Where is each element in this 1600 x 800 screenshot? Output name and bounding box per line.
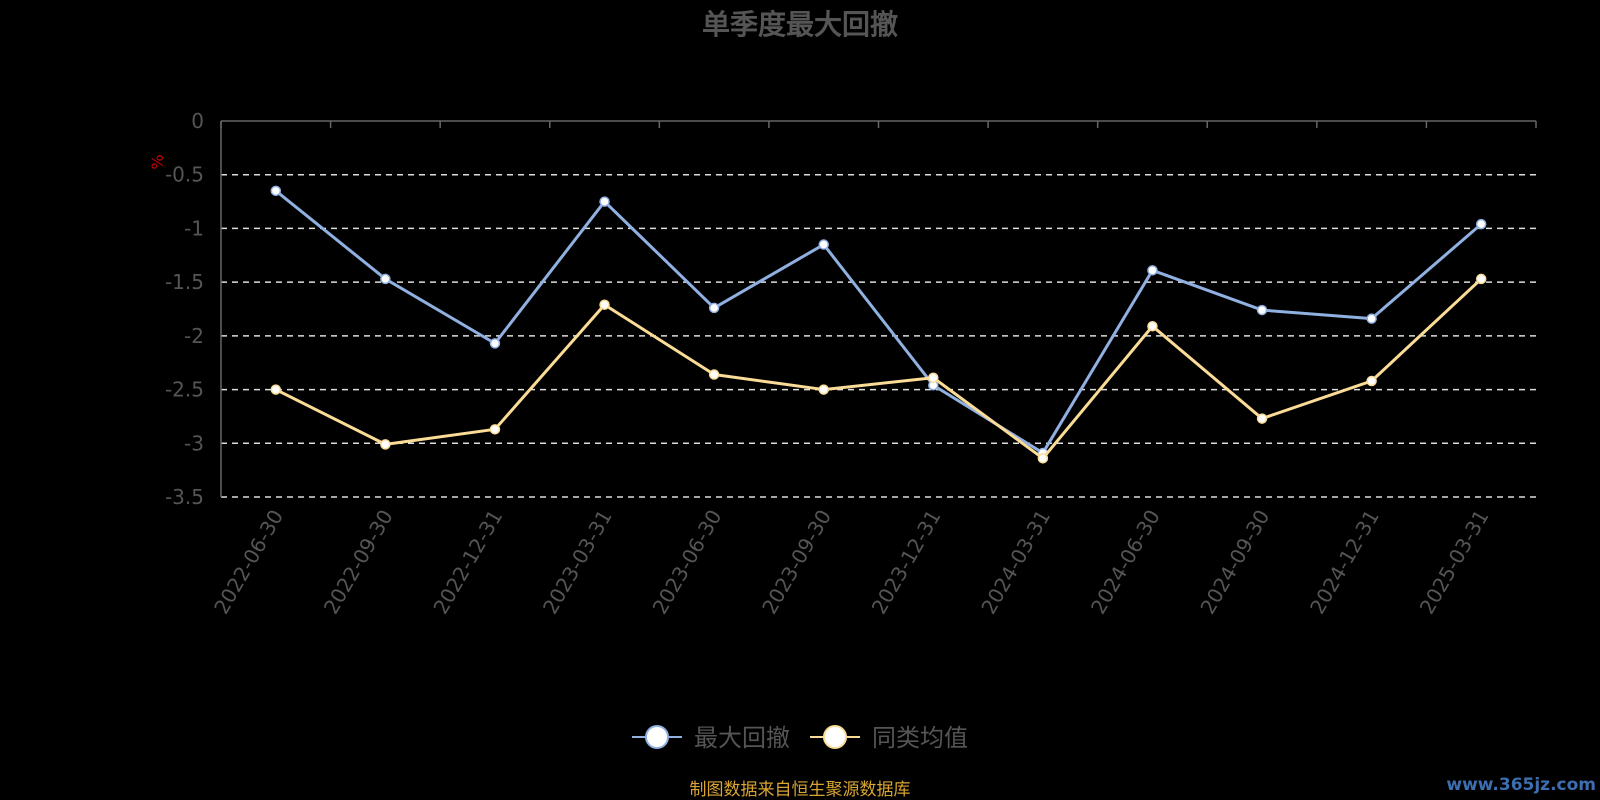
series-line-2 <box>275 277 1483 460</box>
x-tick-label: 2023-03-31 <box>538 506 617 619</box>
x-tick-label: 2024-06-30 <box>1086 506 1165 619</box>
data-point-2 <box>1147 320 1158 332</box>
data-point-1 <box>380 273 391 285</box>
watermark: www.365jz.com <box>1446 775 1596 795</box>
y-tick-label: -0.5 <box>165 163 204 187</box>
x-tick-label: 2022-12-31 <box>428 506 507 619</box>
chart-title: 单季度最大回撤 <box>702 8 898 41</box>
series-line-1 <box>274 189 1483 455</box>
data-point-1 <box>1256 304 1268 316</box>
legend-label: 最大回撤 <box>694 724 790 752</box>
x-tick-label: 2022-09-30 <box>319 506 398 619</box>
data-point-2 <box>599 299 610 310</box>
data-point-2 <box>489 424 501 435</box>
data-point-1 <box>599 196 610 207</box>
data-point-2 <box>1256 413 1268 424</box>
data-point-1 <box>1475 218 1487 230</box>
x-tick-label: 2023-12-31 <box>867 506 946 619</box>
data-point-2 <box>708 369 720 380</box>
x-tick-label: 2023-09-30 <box>757 506 836 619</box>
data-point-1 <box>708 302 720 314</box>
x-tick-label: 2025-03-31 <box>1415 506 1494 619</box>
data-point-1 <box>489 338 501 349</box>
y-tick-label: -1 <box>184 216 204 240</box>
x-tick-label: 2022-06-30 <box>209 506 288 619</box>
legend-swatch-marker <box>823 725 847 749</box>
x-tick-label: 2024-09-30 <box>1195 506 1274 619</box>
y-axis-label: % <box>148 154 167 169</box>
data-point-1 <box>818 239 829 250</box>
data-point-2 <box>1366 375 1377 387</box>
source-note: 制图数据来自恒生聚源数据库 <box>690 780 911 800</box>
legend-label: 同类均值 <box>872 724 968 752</box>
x-tick-label: 2024-03-31 <box>976 506 1055 619</box>
legend-swatch-marker <box>645 725 669 749</box>
y-tick-label: -2 <box>184 324 204 348</box>
data-point-1 <box>270 185 282 197</box>
data-point-1 <box>1366 313 1377 324</box>
x-tick-label: 2024-12-31 <box>1305 506 1384 619</box>
data-point-2 <box>1475 273 1487 285</box>
y-tick-label: -3 <box>184 431 204 455</box>
y-tick-label: 0 <box>191 109 204 133</box>
data-point-2 <box>818 384 829 395</box>
y-tick-label: -1.5 <box>165 270 204 294</box>
y-tick-label: -3.5 <box>165 485 204 509</box>
y-tick-label: -2.5 <box>165 378 204 402</box>
data-point-2 <box>928 372 939 384</box>
data-point-2 <box>380 439 391 450</box>
data-point-2 <box>1037 453 1049 464</box>
data-point-2 <box>270 384 282 395</box>
x-tick-label: 2023-06-30 <box>648 506 727 619</box>
data-point-1 <box>1147 265 1158 276</box>
